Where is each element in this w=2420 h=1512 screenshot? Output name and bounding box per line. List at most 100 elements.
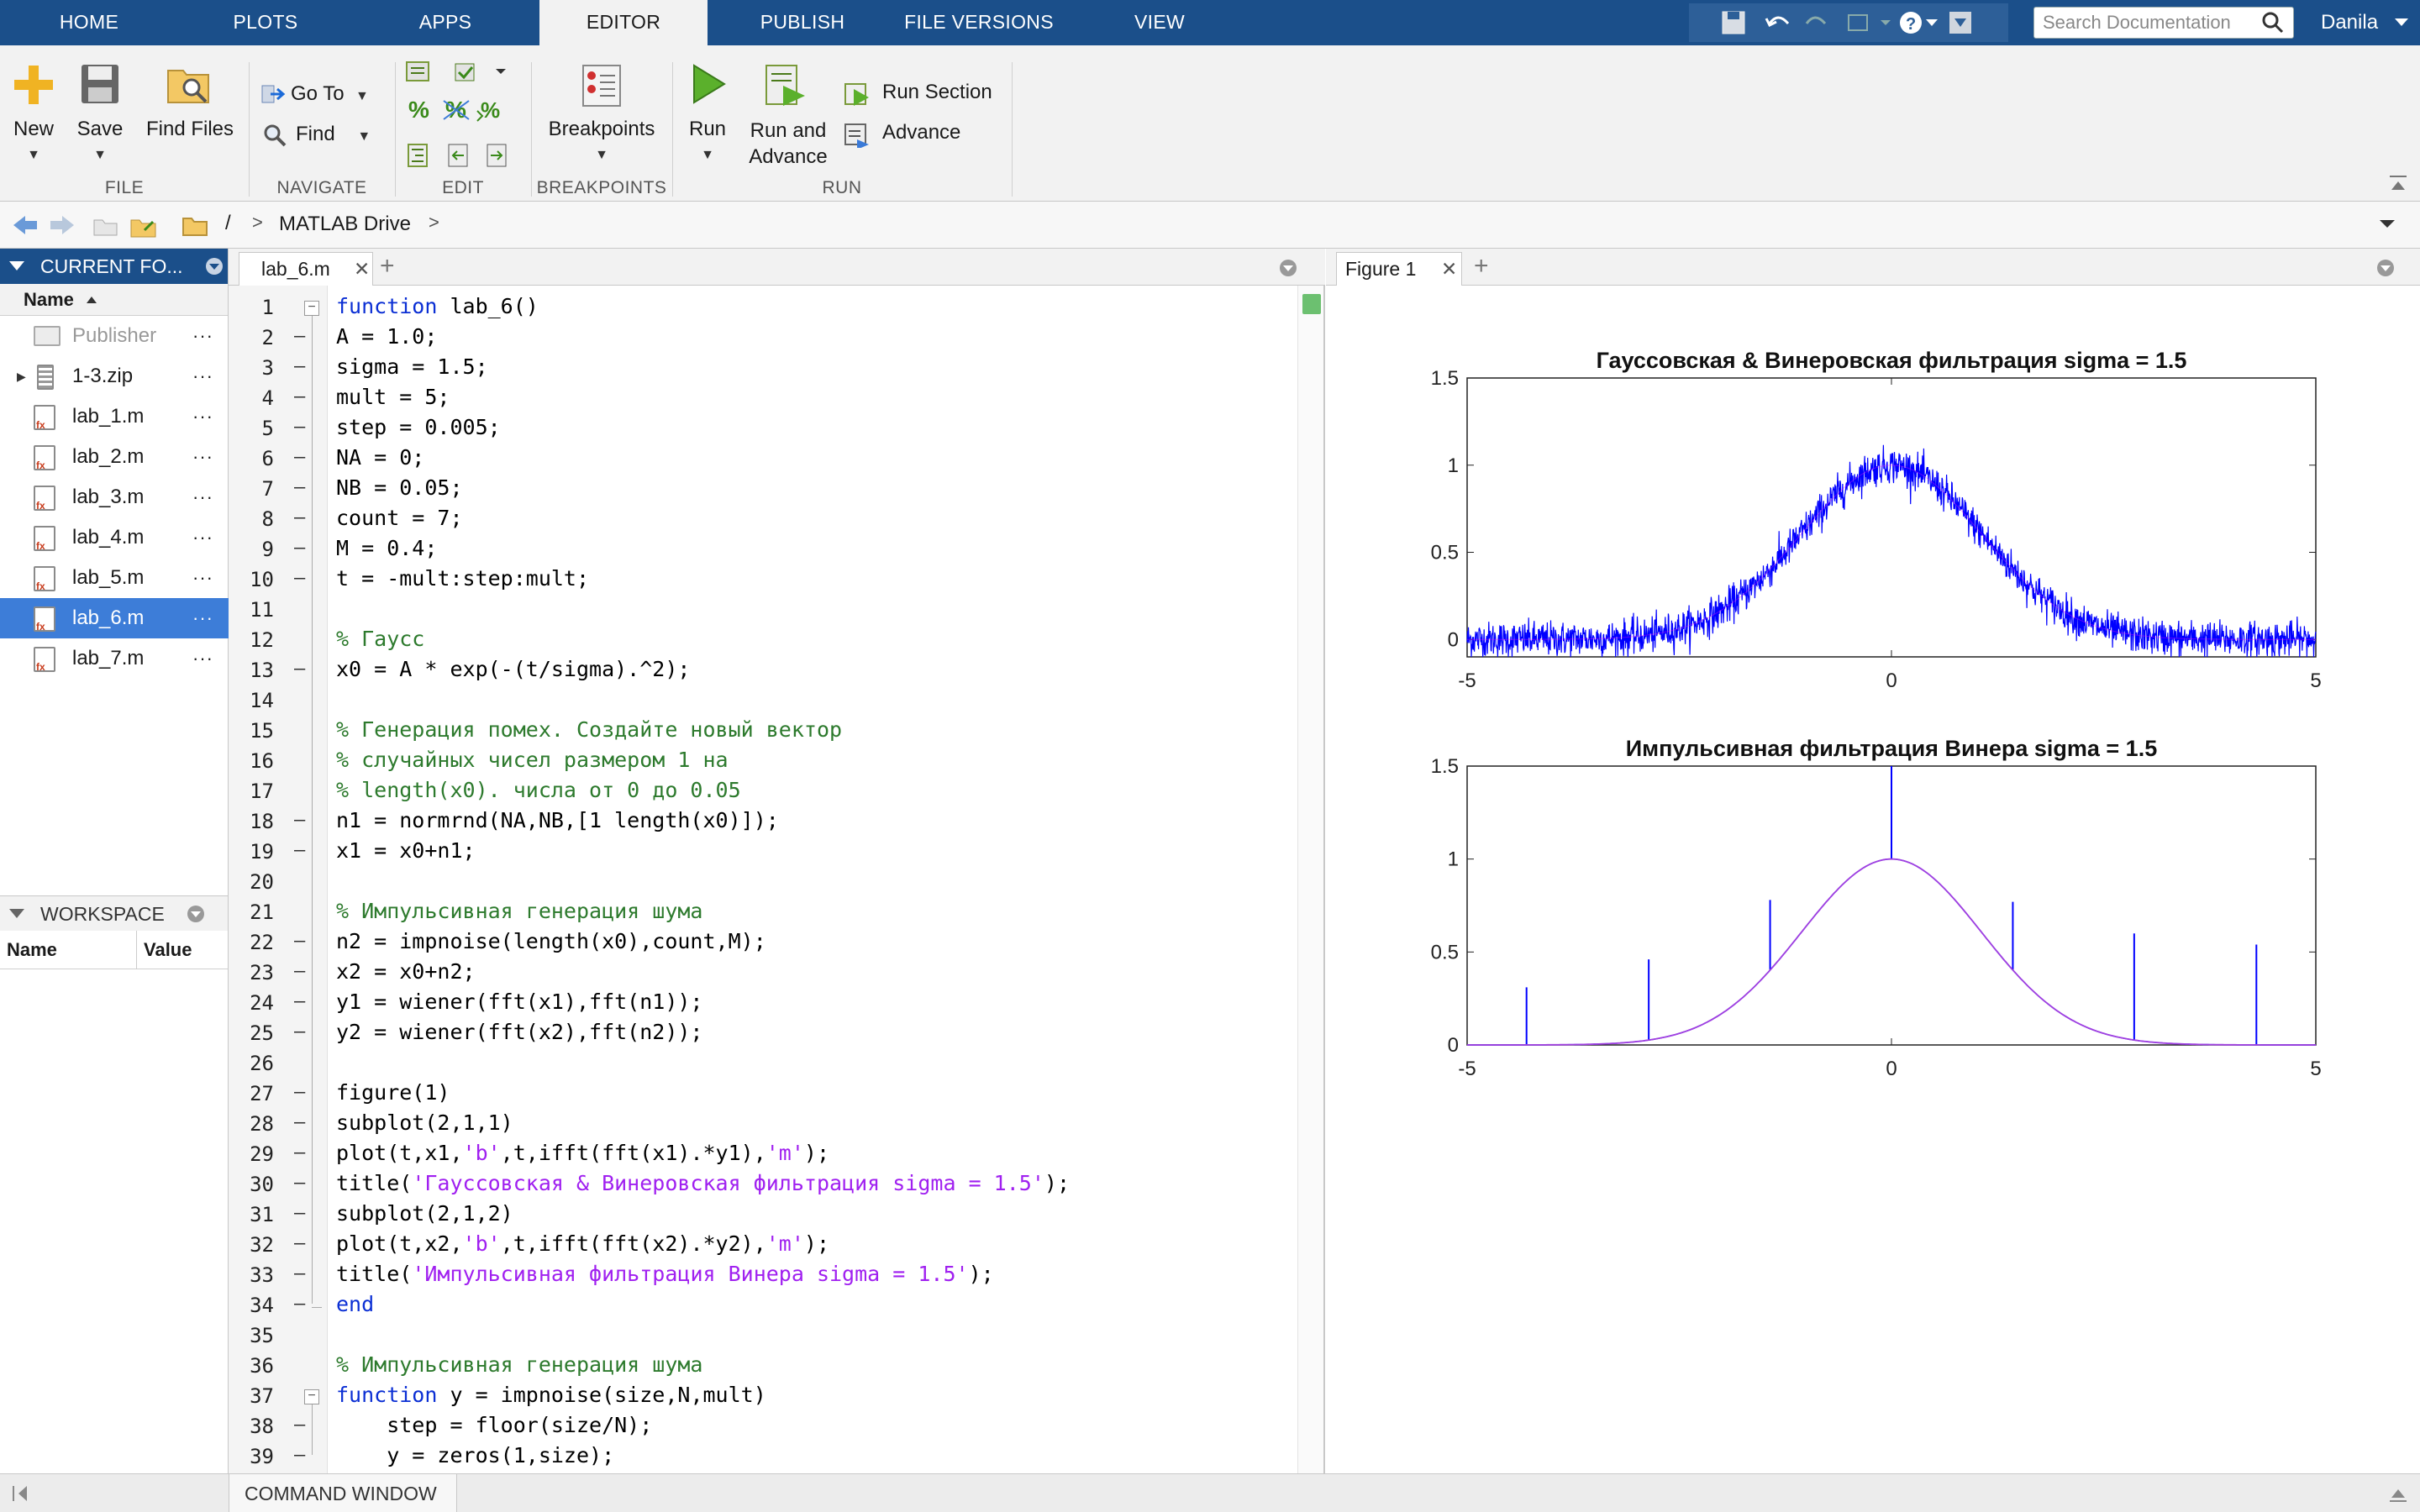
run-button[interactable]: Run ▼ [677, 118, 738, 165]
code-area[interactable]: function lab_6() A = 1.0; sigma = 1.5; mult… [229, 286, 1296, 1473]
file-item[interactable]: ▶ 1-3.zip ··· [0, 356, 229, 396]
figure-canvas[interactable]: Гауссовская & Винеровская фильтрация sig… [1326, 286, 2420, 1294]
code-line[interactable]: subplot(2,1,2) [336, 1201, 513, 1226]
fold-toggle-icon[interactable]: − [304, 301, 319, 316]
editor-actions-icon[interactable] [1279, 259, 1297, 277]
file-actions-icon[interactable]: ··· [192, 648, 213, 669]
close-tab-icon[interactable]: ✕ [354, 258, 371, 280]
file-actions-icon[interactable]: ··· [192, 486, 213, 507]
breakpoint-marker[interactable]: – [294, 507, 306, 528]
code-line[interactable]: M = 0.4; [336, 536, 438, 560]
code-line[interactable]: subplot(2,1,1) [336, 1110, 513, 1135]
back-arrow-icon[interactable] [13, 216, 37, 234]
expand-command-window-icon[interactable] [2388, 1484, 2408, 1503]
code-line[interactable]: title('Импульсивная фильтрация Винера si… [336, 1262, 994, 1286]
workspace-actions-icon[interactable] [187, 905, 205, 923]
fold-toggle-icon[interactable]: − [304, 1389, 319, 1404]
breakpoint-marker[interactable]: – [294, 931, 306, 952]
tab-editor[interactable]: EDITOR [539, 0, 708, 45]
breakpoint-marker[interactable]: – [294, 1082, 306, 1103]
wrap-comments-icon[interactable]: % [476, 97, 500, 123]
file-actions-icon[interactable]: ··· [192, 365, 213, 386]
find-button[interactable]: Find ▼ [296, 123, 422, 146]
new-button[interactable]: New ▼ [3, 118, 64, 165]
breakpoint-marker[interactable]: – [294, 961, 306, 982]
breakpoint-marker[interactable]: – [294, 447, 306, 468]
code-line[interactable]: step = 0.005; [336, 415, 501, 439]
search-documentation-input[interactable]: Search Documentation [2033, 7, 2294, 39]
code-line[interactable]: function y = impnoise(size,N,mult) [336, 1383, 766, 1407]
help-icon[interactable]: ? [1900, 12, 1938, 34]
breakpoint-marker[interactable]: – [294, 477, 306, 498]
code-line[interactable]: mult = 5; [336, 385, 450, 409]
code-line[interactable]: t = -mult:step:mult; [336, 566, 590, 591]
smart-indent-icon[interactable] [408, 144, 428, 167]
file-item[interactable]: fx lab_1.m ··· [0, 396, 229, 437]
tab-publish[interactable]: PUBLISH [760, 11, 845, 33]
save-icon[interactable] [1722, 11, 1745, 34]
comment-icon[interactable]: % [408, 97, 429, 123]
workspace-col-value[interactable]: Value [136, 931, 192, 969]
function-insert-icon[interactable] [455, 63, 506, 81]
tab-view[interactable]: VIEW [1134, 11, 1185, 33]
breakpoint-marker[interactable]: – [294, 1294, 306, 1315]
figure-actions-icon[interactable] [2376, 259, 2395, 277]
breakpoint-marker[interactable]: – [294, 1173, 306, 1194]
left-dock-icon[interactable] [12, 1484, 29, 1503]
user-chevron-down-icon[interactable] [2393, 17, 2410, 29]
code-line[interactable]: y2 = wiener(fft(x2),fft(n2)); [336, 1020, 703, 1044]
command-window-tab[interactable]: COMMAND WINDOW [229, 1474, 457, 1512]
code-line[interactable]: n1 = normrnd(NA,NB,[1 length(x0)]); [336, 808, 779, 832]
breakpoint-marker[interactable]: – [294, 840, 306, 861]
code-line[interactable]: x2 = x0+n2; [336, 959, 476, 984]
breakpoint-marker[interactable]: – [294, 568, 306, 589]
breakpoint-marker[interactable]: – [294, 386, 306, 407]
code-line[interactable]: step = floor(size/N); [336, 1413, 653, 1437]
breakpoint-marker[interactable]: – [294, 1263, 306, 1284]
search-icon[interactable] [2262, 12, 2284, 34]
tab-apps[interactable]: APPS [418, 11, 472, 33]
path-matlab-drive[interactable]: MATLAB Drive [279, 213, 411, 235]
path-history-dropdown-icon[interactable] [2378, 218, 2396, 230]
code-line[interactable]: figure(1) [336, 1080, 450, 1105]
code-line[interactable]: A = 1.0; [336, 324, 438, 349]
breakpoint-marker[interactable]: – [294, 1233, 306, 1254]
tab-plots[interactable]: PLOTS [233, 11, 298, 33]
code-line[interactable]: NA = 0; [336, 445, 425, 470]
collapse-ribbon-icon[interactable] [2388, 173, 2408, 193]
code-line[interactable]: plot(t,x2,'b',t,ifft(fft(x2).*y2),'m'); [336, 1231, 830, 1256]
save-button[interactable]: Save ▼ [71, 118, 129, 165]
editor-scrollbar[interactable] [1297, 286, 1323, 1473]
tab-figure-1[interactable]: Figure 1 ✕ [1336, 252, 1462, 286]
tab-file-versions[interactable]: FILE VERSIONS [904, 11, 1054, 33]
tab-lab-6[interactable]: lab_6.m ✕ [239, 252, 373, 286]
advance-button[interactable]: Advance [882, 121, 961, 144]
breakpoint-marker[interactable]: – [294, 538, 306, 559]
breakpoint-marker[interactable]: – [294, 326, 306, 347]
file-item[interactable]: fx lab_6.m ··· [0, 598, 229, 638]
breakpoint-marker[interactable]: – [294, 1142, 306, 1163]
breakpoints-button[interactable]: Breakpoints ▼ [538, 118, 666, 165]
file-item[interactable]: fx lab_3.m ··· [0, 477, 229, 517]
forward-arrow-icon[interactable] [50, 216, 74, 234]
code-analyzer-status-icon[interactable] [1302, 294, 1321, 314]
breakpoint-marker[interactable]: – [294, 356, 306, 377]
uncomment-icon[interactable]: % [443, 97, 470, 123]
decrease-indent-icon[interactable] [448, 144, 468, 167]
run-section-button[interactable]: Run Section [882, 81, 992, 103]
breakpoint-marker[interactable]: – [294, 1415, 306, 1436]
panel-actions-icon[interactable] [205, 257, 224, 276]
new-tab-icon[interactable]: + [380, 252, 395, 280]
browse-folder-icon[interactable] [130, 219, 156, 238]
file-actions-icon[interactable]: ··· [192, 607, 213, 628]
code-line[interactable]: title('Гауссовская & Винеровская фильтра… [336, 1171, 1070, 1195]
new-figure-tab-icon[interactable]: + [1474, 252, 1489, 280]
breakpoint-marker[interactable]: – [294, 1112, 306, 1133]
code-line[interactable]: % Импульсивная генерация шума [336, 1352, 703, 1377]
redo-icon[interactable] [1805, 16, 1827, 25]
file-item[interactable]: fx lab_2.m ··· [0, 437, 229, 477]
close-figure-tab-icon[interactable]: ✕ [1441, 258, 1458, 280]
up-folder-icon[interactable] [93, 219, 118, 236]
file-item[interactable]: fx lab_5.m ··· [0, 558, 229, 598]
breakpoint-marker[interactable]: – [294, 1203, 306, 1224]
